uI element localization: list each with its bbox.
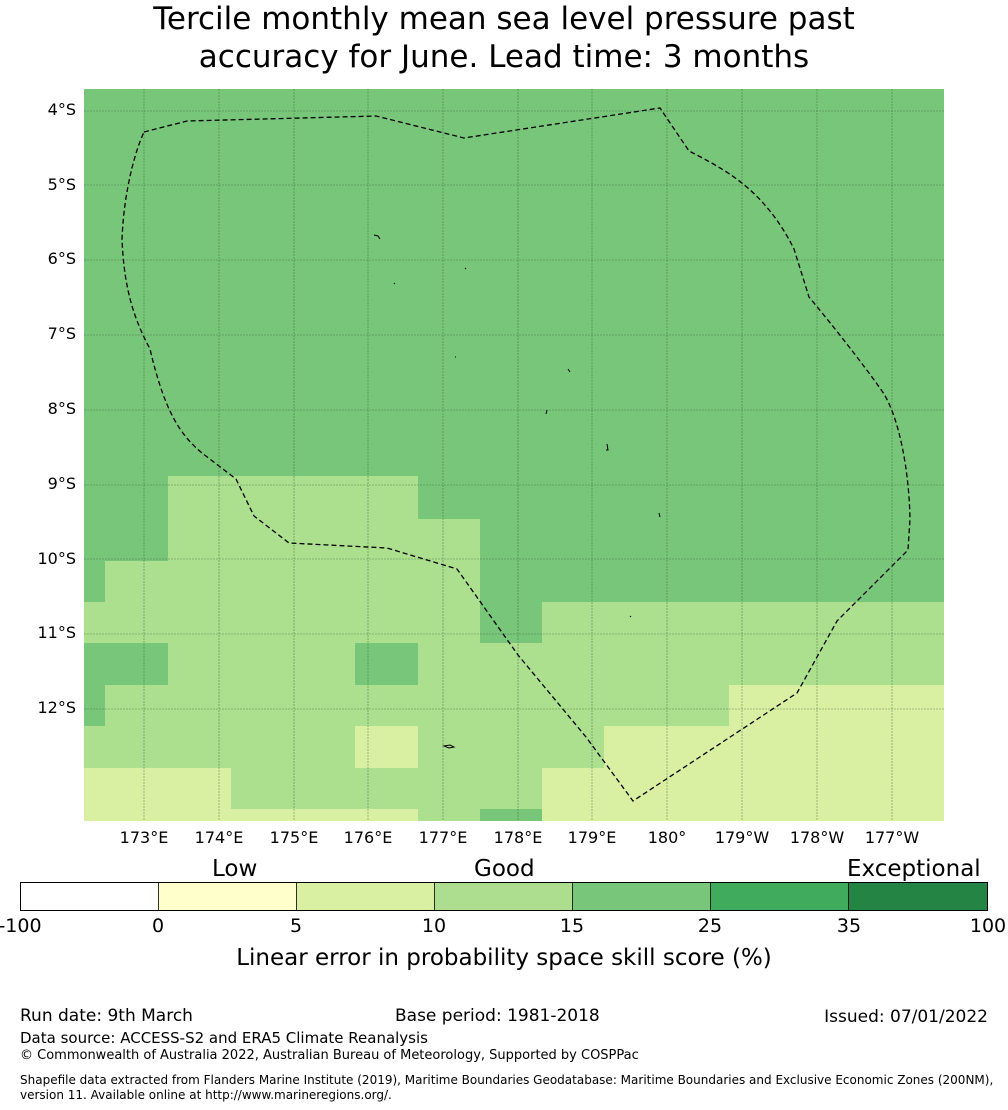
base-period: Base period: 1981-2018 <box>395 1006 600 1026</box>
map-canvas <box>84 89 944 821</box>
colorbar-swatch-25-35 <box>710 882 849 911</box>
lon-label-177e: 177°E <box>418 828 468 847</box>
island <box>373 234 381 240</box>
category-low: Low <box>212 856 258 882</box>
lon-label-174e: 174°E <box>194 828 244 847</box>
lon-label-177w: 177°W <box>864 828 920 847</box>
eez-boundary <box>121 107 911 802</box>
region-15-25-centre-patch <box>355 643 418 685</box>
island <box>629 615 632 618</box>
colorbar-swatch-35-100 <box>848 882 988 911</box>
copyright: © Commonwealth of Australia 2022, Austra… <box>20 1048 639 1063</box>
category-exceptional: Exceptional <box>847 856 981 882</box>
colorbar-tick-15: 15 <box>559 915 585 937</box>
island <box>658 512 661 518</box>
category-good: Good <box>474 856 535 882</box>
island <box>606 443 609 451</box>
island <box>545 409 548 415</box>
map-title: Tercile monthly mean sea level pressure … <box>0 0 1008 76</box>
lon-label-180: 180° <box>647 828 687 847</box>
lat-label-9s: 9°S <box>47 474 76 493</box>
colorbar-tick-5: 5 <box>289 915 303 937</box>
lat-label-12s: 12°S <box>37 698 76 717</box>
colorbar-frame <box>20 882 988 911</box>
colorbar-tick-neg100: -100 <box>0 915 42 937</box>
colorbar-label: Linear error in probability space skill … <box>236 945 772 971</box>
region-5-10-patch <box>355 726 418 768</box>
shapefile-credit-line-2: version 11. Available online at http://w… <box>20 1088 392 1102</box>
lon-label-178w: 178°W <box>789 828 845 847</box>
lat-label-6s: 6°S <box>47 249 76 268</box>
colorbar-tick-35: 35 <box>836 915 862 937</box>
colorbar-tick-100: 100 <box>969 915 1007 937</box>
lat-label-11s: 11°S <box>37 623 76 642</box>
colorbar-swatch-neg100-0 <box>20 882 159 911</box>
lat-label-8s: 8°S <box>47 399 76 418</box>
colorbar-swatch-10-15 <box>434 882 573 911</box>
lat-label-7s: 7°S <box>47 324 76 343</box>
colorbar-dividers <box>158 882 849 911</box>
colorbar-swatch-0-5 <box>158 882 297 911</box>
shapefile-credit-line-1: Shapefile data extracted from Flanders M… <box>20 1073 994 1087</box>
colorbar-tick-10: 10 <box>421 915 447 937</box>
island <box>464 267 467 270</box>
lon-label-179w: 179°W <box>714 828 770 847</box>
lat-label-10s: 10°S <box>37 549 76 568</box>
skill-score-map <box>84 89 944 821</box>
island <box>393 282 396 285</box>
colorbar-tick-0: 0 <box>151 915 165 937</box>
title-line-1: Tercile monthly mean sea level pressure … <box>153 1 855 37</box>
issued-date: Issued: 07/01/2022 <box>824 1007 988 1027</box>
islands <box>373 234 661 749</box>
lon-label-176e: 176°E <box>343 828 393 847</box>
island <box>567 368 571 373</box>
lat-label-5s: 5°S <box>47 175 76 194</box>
lat-label-4s: 4°S <box>47 100 76 119</box>
graticule <box>84 89 944 821</box>
lon-label-175e: 175°E <box>269 828 319 847</box>
colorbar <box>20 882 988 911</box>
run-date: Run date: 9th March <box>20 1006 193 1026</box>
region-5-10-south <box>542 685 944 821</box>
title-line-2: accuracy for June. Lead time: 3 months <box>198 39 810 75</box>
lon-label-179e: 179°E <box>567 828 617 847</box>
colorbar-swatch-15-25 <box>572 882 711 911</box>
region-5-10-southwest <box>84 768 418 821</box>
region-15-25-west-patch <box>84 643 168 685</box>
lon-label-178e: 178°E <box>493 828 543 847</box>
colorbar-swatch-5-10 <box>296 882 435 911</box>
lon-label-173e: 173°E <box>119 828 169 847</box>
data-source: Data source: ACCESS-S2 and ERA5 Climate … <box>20 1029 428 1047</box>
island <box>442 744 456 749</box>
colorbar-tick-25: 25 <box>697 915 723 937</box>
